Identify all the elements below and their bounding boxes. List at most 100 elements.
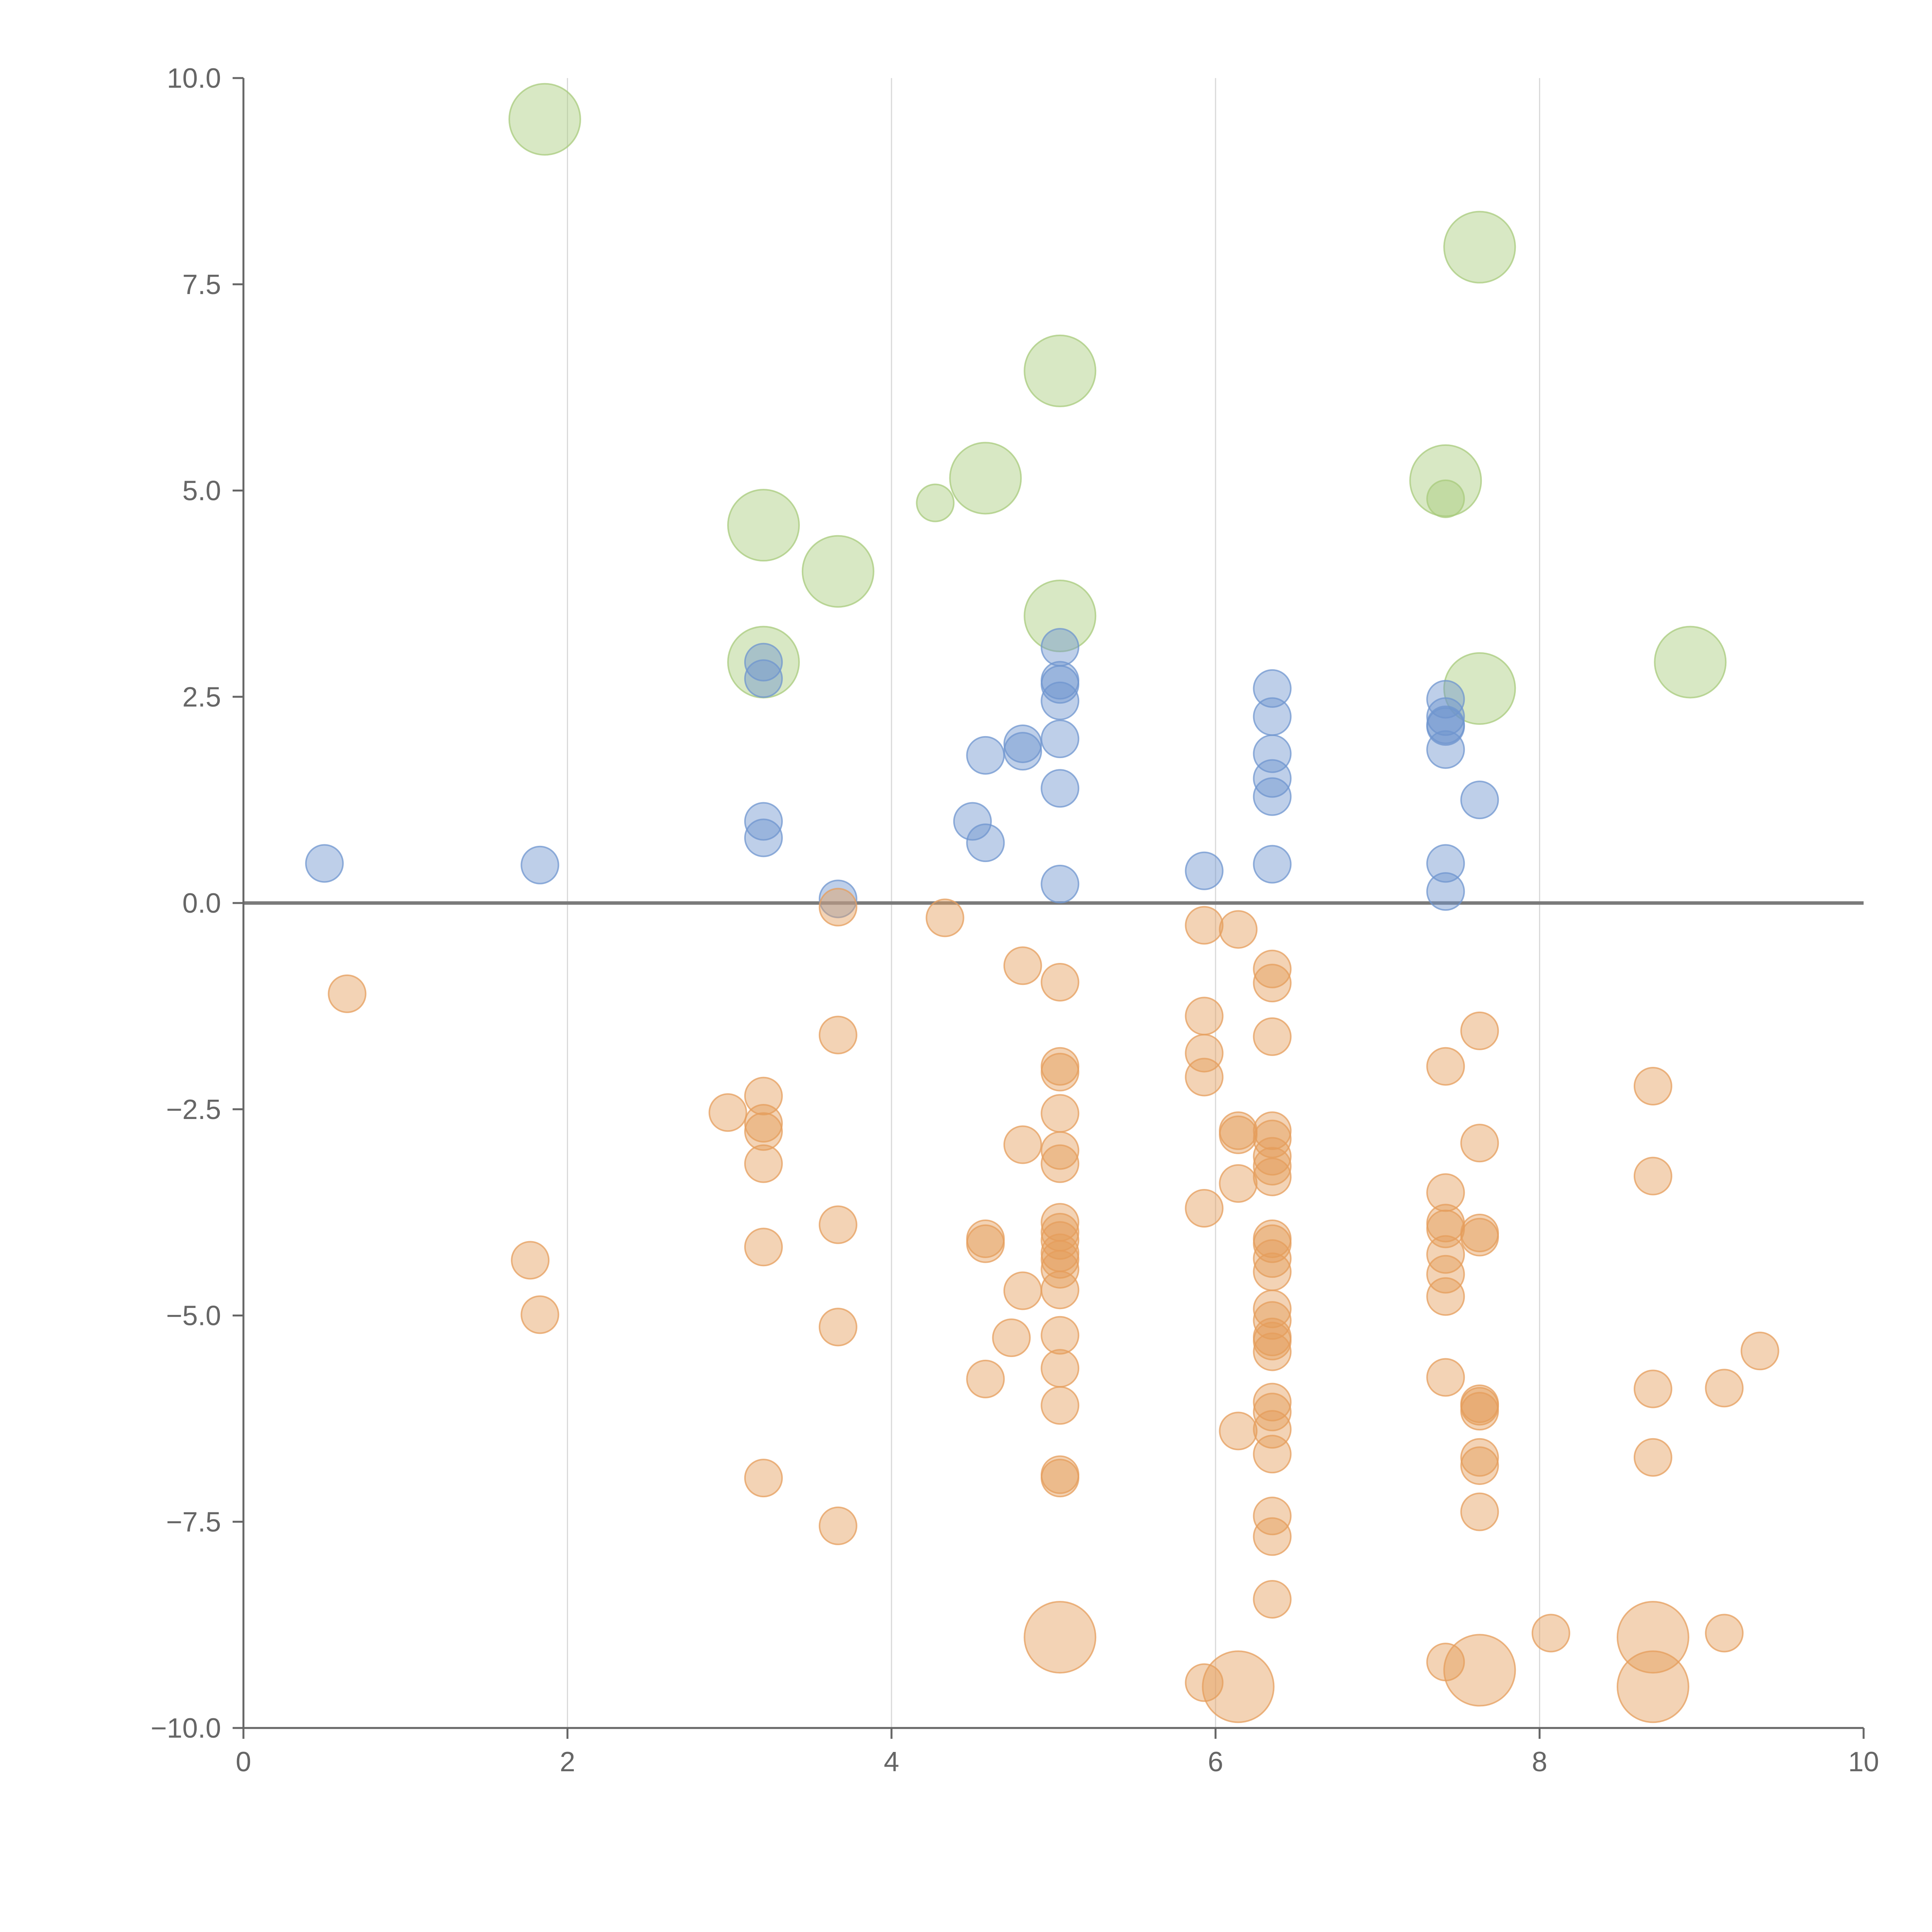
data-point-blue-27 <box>1426 697 1465 736</box>
axes <box>233 77 1865 1739</box>
data-point-orange-19 <box>992 1318 1031 1357</box>
data-point-orange-50 <box>1219 1115 1258 1154</box>
data-point-blue-3 <box>744 659 783 698</box>
data-point-green-0 <box>508 83 581 156</box>
data-point-orange-53 <box>1202 1650 1275 1723</box>
data-point-orange-46 <box>1185 1189 1224 1228</box>
data-point-blue-29 <box>1426 707 1465 746</box>
data-point-orange-97 <box>1443 1634 1516 1707</box>
data-point-orange-66 <box>1253 1289 1292 1328</box>
data-point-green-8 <box>801 535 874 608</box>
data-point-green-12 <box>1654 626 1727 699</box>
data-point-blue-17 <box>1041 769 1080 808</box>
data-point-orange-23 <box>1041 963 1080 1002</box>
data-point-orange-98 <box>1531 1614 1570 1653</box>
data-point-orange-78 <box>1426 1047 1465 1086</box>
data-point-orange-88 <box>1460 1124 1499 1163</box>
data-point-blue-19 <box>1185 851 1224 890</box>
data-point-orange-41 <box>1024 1601 1097 1674</box>
y-tick-label: −7.5 <box>166 1507 221 1537</box>
y-tick-label: 5.0 <box>182 476 221 507</box>
y-tick-label: 2.5 <box>182 682 221 713</box>
data-point-green-1 <box>1443 211 1516 284</box>
y-tick-label: 10.0 <box>167 63 221 94</box>
data-point-orange-77 <box>1253 1580 1292 1619</box>
data-point-blue-15 <box>1041 681 1080 720</box>
data-point-orange-24 <box>1041 1047 1080 1086</box>
y-tick-label: −10.0 <box>151 1713 221 1744</box>
data-point-orange-21 <box>1003 1125 1042 1164</box>
data-point-green-3 <box>949 442 1022 515</box>
data-point-orange-36 <box>1041 1316 1080 1355</box>
data-point-orange-90 <box>1460 1218 1499 1257</box>
data-point-orange-54 <box>1253 949 1292 988</box>
data-point-orange-4 <box>744 1077 783 1116</box>
data-point-orange-0 <box>328 974 367 1013</box>
y-tick-label: −5.0 <box>166 1301 221 1332</box>
data-point-orange-58 <box>1253 1119 1292 1158</box>
data-point-orange-103 <box>1616 1601 1689 1674</box>
data-point-orange-5 <box>744 1104 783 1143</box>
data-point-orange-83 <box>1426 1255 1465 1294</box>
data-point-green-6 <box>1426 479 1465 518</box>
data-point-orange-48 <box>1219 910 1258 949</box>
data-point-green-7 <box>727 489 800 562</box>
data-point-blue-11 <box>1003 732 1042 771</box>
data-point-orange-10 <box>818 888 857 927</box>
data-point-orange-8 <box>744 1228 783 1267</box>
data-point-orange-33 <box>1041 1240 1080 1279</box>
data-point-orange-34 <box>1041 1250 1080 1289</box>
data-point-orange-94 <box>1460 1438 1499 1477</box>
data-point-blue-8 <box>966 823 1005 862</box>
data-point-orange-105 <box>1705 1369 1744 1408</box>
data-point-orange-60 <box>1253 1147 1292 1186</box>
data-point-orange-6 <box>744 1112 783 1151</box>
data-point-orange-25 <box>1041 1053 1080 1092</box>
data-point-orange-42 <box>1185 906 1224 945</box>
data-point-orange-43 <box>1185 997 1224 1036</box>
data-point-orange-84 <box>1426 1277 1465 1316</box>
data-point-orange-72 <box>1253 1393 1292 1432</box>
data-point-blue-12 <box>1041 628 1080 667</box>
tick-labels: 0 2 4 6 8 10 −10.0 −7.5 −5.0 −2.5 0.0 2.5 5.0 7.5 10.0 <box>151 63 1879 1777</box>
data-point-orange-63 <box>1253 1224 1292 1263</box>
x-tick-label: 2 <box>560 1747 575 1777</box>
data-point-green-4 <box>916 483 955 522</box>
y-tick-label: −2.5 <box>166 1094 221 1125</box>
data-point-orange-51 <box>1219 1164 1258 1203</box>
data-point-orange-2 <box>520 1295 560 1334</box>
data-point-orange-26 <box>1041 1094 1080 1133</box>
data-point-orange-65 <box>1253 1252 1292 1291</box>
x-tick-label: 10 <box>1848 1747 1879 1777</box>
data-point-orange-100 <box>1633 1156 1672 1196</box>
data-point-blue-20 <box>1253 669 1292 708</box>
data-point-orange-101 <box>1633 1369 1672 1408</box>
y-tick-label: 0.0 <box>182 888 221 919</box>
data-point-orange-14 <box>818 1506 857 1545</box>
data-points <box>305 83 1779 1723</box>
data-point-orange-13 <box>818 1308 857 1347</box>
data-point-orange-47 <box>1185 1663 1224 1702</box>
data-point-orange-52 <box>1219 1412 1258 1451</box>
data-point-orange-71 <box>1253 1383 1292 1422</box>
data-point-orange-64 <box>1253 1239 1292 1278</box>
data-point-orange-55 <box>1253 964 1292 1003</box>
data-point-orange-74 <box>1253 1435 1292 1474</box>
data-point-blue-21 <box>1253 697 1292 736</box>
data-point-orange-37 <box>1041 1349 1080 1388</box>
data-point-orange-85 <box>1426 1358 1465 1397</box>
data-point-orange-59 <box>1253 1137 1292 1176</box>
data-point-orange-3 <box>708 1093 747 1132</box>
data-point-orange-93 <box>1460 1392 1499 1431</box>
data-point-blue-1 <box>520 845 560 884</box>
data-point-orange-70 <box>1253 1332 1292 1371</box>
x-tick-label: 8 <box>1532 1747 1547 1777</box>
data-point-blue-31 <box>1426 844 1465 883</box>
data-point-orange-79 <box>1426 1173 1465 1212</box>
data-point-blue-0 <box>305 844 344 883</box>
data-point-blue-5 <box>744 818 783 857</box>
x-tick-label: 0 <box>236 1747 251 1777</box>
data-point-orange-11 <box>818 1015 857 1054</box>
data-point-orange-96 <box>1460 1492 1499 1531</box>
data-point-blue-16 <box>1041 719 1080 759</box>
